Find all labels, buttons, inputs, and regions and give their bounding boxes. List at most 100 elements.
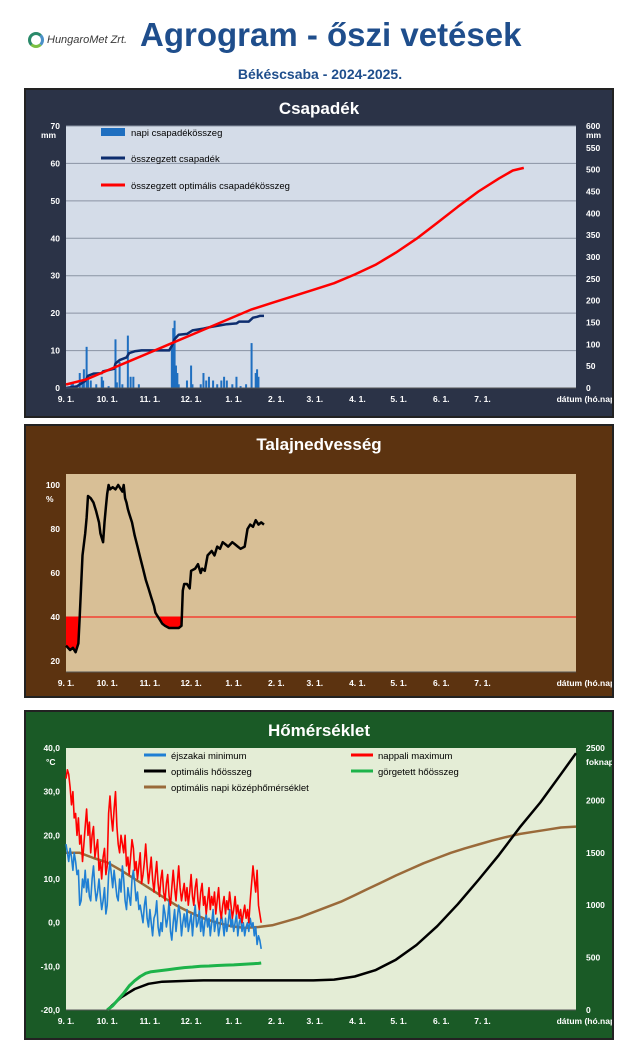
- x-tick-label: 1. 1.: [225, 678, 242, 688]
- precip-bar: [95, 384, 97, 388]
- precip-bar: [226, 381, 228, 388]
- precipitation-chart: Csapadék 0 10 20 30 40 50 60 70 0 50 100 150 200 250 30…: [26, 90, 612, 416]
- y-right-tick-label: 200: [586, 296, 600, 306]
- plot-area: [66, 126, 576, 388]
- x-tick-label: 2. 1.: [268, 678, 285, 688]
- x-tick-label: 10. 1.: [97, 394, 118, 404]
- y-left-tick-label: 20: [51, 308, 61, 318]
- y-tick-label: 40: [51, 612, 61, 622]
- y-left-tick-label: 30,0: [43, 787, 60, 797]
- y-tick-label: 100: [46, 480, 60, 490]
- x-tick-label: 11. 1.: [139, 394, 160, 404]
- x-tick-label: 10. 1.: [97, 1016, 118, 1026]
- hungaromet-logo: HungaroMet Zrt.: [28, 32, 127, 48]
- y-left-tick-label: 30: [51, 271, 61, 281]
- x-tick-label: 4. 1.: [349, 678, 366, 688]
- y-right-tick-label: 0: [586, 383, 591, 393]
- precip-bar: [208, 377, 210, 388]
- precip-bar: [202, 373, 204, 388]
- precip-bar: [186, 381, 188, 388]
- soil-moisture-chart: Talajnedvesség20406080100%9. 1. 10. 1. 11.…: [26, 426, 612, 696]
- x-tick-label: 2. 1.: [268, 394, 285, 404]
- y-right-tick-label: 250: [586, 274, 600, 284]
- page-title: Agrogram - őszi vetések: [140, 16, 521, 54]
- y-right-tick-label: 500: [586, 165, 600, 175]
- y-right-tick-label: 500: [586, 953, 600, 963]
- y-tick-label: 80: [51, 524, 61, 534]
- precip-bar: [223, 377, 225, 388]
- x-tick-label: 1. 1.: [225, 1016, 242, 1026]
- x-tick-label: 12. 1.: [180, 394, 201, 404]
- legend-optimal-daily-mean-label: optimális napi középhőmérséklet: [171, 783, 309, 794]
- precip-bar: [245, 384, 247, 388]
- precip-bar: [90, 381, 92, 388]
- x-tick-label: 7. 1.: [474, 394, 491, 404]
- y-tick-label: 20: [51, 656, 61, 666]
- x-tick-label: 12. 1.: [180, 1016, 201, 1026]
- y-left-tick-label: 0,0: [48, 918, 60, 928]
- x-tick-label: 3. 1.: [307, 678, 324, 688]
- legend-label-daily: napi csapadékösszeg: [131, 128, 222, 139]
- x-tick-label: 9. 1.: [58, 1016, 75, 1026]
- chart-title: Csapadék: [279, 99, 360, 118]
- x-tick-label: 6. 1.: [433, 678, 450, 688]
- y-right-tick-label: 1000: [586, 900, 605, 910]
- y-left-tick-label: 10: [51, 346, 61, 356]
- temperature-panel: Hőmérséklet -20,0 -10,0 0,0 10,0 20,0 30,0 40,0…: [24, 710, 614, 1040]
- x-tick-label: 4. 1.: [349, 394, 366, 404]
- y-left-tick-label: -10,0: [41, 961, 61, 971]
- precip-bar: [132, 377, 134, 388]
- y-right-unit: mm: [586, 130, 602, 140]
- precip-bar: [220, 381, 222, 388]
- x-tick-label: 5. 1.: [390, 1016, 407, 1026]
- x-tick-label: 7. 1.: [474, 678, 491, 688]
- x-tick-label: 9. 1.: [58, 394, 75, 404]
- x-tick-label: 5. 1.: [390, 394, 407, 404]
- x-tick-label: 3. 1.: [307, 1016, 324, 1026]
- y-left-tick-label: 60: [51, 158, 61, 168]
- y-right-tick-label: 350: [586, 230, 600, 240]
- x-axis-label: dátum (hó.nap): [557, 678, 612, 688]
- legend-night-min-label: éjszakai minimum: [171, 751, 247, 762]
- chart-title: Talajnedvesség: [256, 435, 381, 454]
- x-tick-label: 12. 1.: [180, 678, 201, 688]
- y-right-tick-label: 300: [586, 252, 600, 262]
- x-tick-label: 2. 1.: [268, 1016, 285, 1026]
- y-right-unit: foknap: [586, 757, 612, 767]
- chart-title: Hőmérséklet: [268, 721, 370, 740]
- y-unit: %: [46, 494, 54, 504]
- y-left-unit: °C: [46, 757, 56, 767]
- plot-area: [66, 474, 576, 672]
- y-left-tick-label: 50: [51, 196, 61, 206]
- legend-rolling-heat-sum-label: görgetett hőösszeg: [378, 767, 459, 778]
- precip-bar: [130, 377, 132, 388]
- x-tick-label: 3. 1.: [307, 394, 324, 404]
- precip-bar: [205, 381, 207, 388]
- y-left-tick-label: -20,0: [41, 1005, 61, 1015]
- precip-bar: [200, 384, 202, 388]
- precip-bar: [212, 381, 214, 388]
- x-tick-label: 11. 1.: [139, 678, 160, 688]
- precip-bar: [116, 382, 118, 388]
- y-right-tick-label: 2500: [586, 743, 605, 753]
- precip-bar: [216, 384, 218, 388]
- logo-text: HungaroMet Zrt.: [47, 34, 127, 46]
- y-tick-label: 60: [51, 568, 61, 578]
- y-right-tick-label: 0: [586, 1005, 591, 1015]
- x-tick-label: 6. 1.: [433, 1016, 450, 1026]
- y-left-tick-label: 20,0: [43, 830, 60, 840]
- y-right-tick-label: 1500: [586, 848, 605, 858]
- x-tick-label: 5. 1.: [390, 678, 407, 688]
- precip-bar: [191, 384, 193, 388]
- x-tick-label: 1. 1.: [225, 394, 242, 404]
- precip-bar: [231, 384, 233, 388]
- y-left-tick-label: 40: [51, 233, 61, 243]
- temperature-chart: Hőmérséklet -20,0 -10,0 0,0 10,0 20,0 30,0 40,0…: [26, 712, 612, 1038]
- y-left-tick-label: 0: [55, 383, 60, 393]
- y-right-tick-label: 450: [586, 187, 600, 197]
- precip-bar: [178, 384, 180, 388]
- y-left-tick-label: 40,0: [43, 743, 60, 753]
- precip-bar: [121, 384, 123, 388]
- y-right-tick-label: 2000: [586, 795, 605, 805]
- legend-label-cumulative: összegzett csapadék: [131, 154, 220, 165]
